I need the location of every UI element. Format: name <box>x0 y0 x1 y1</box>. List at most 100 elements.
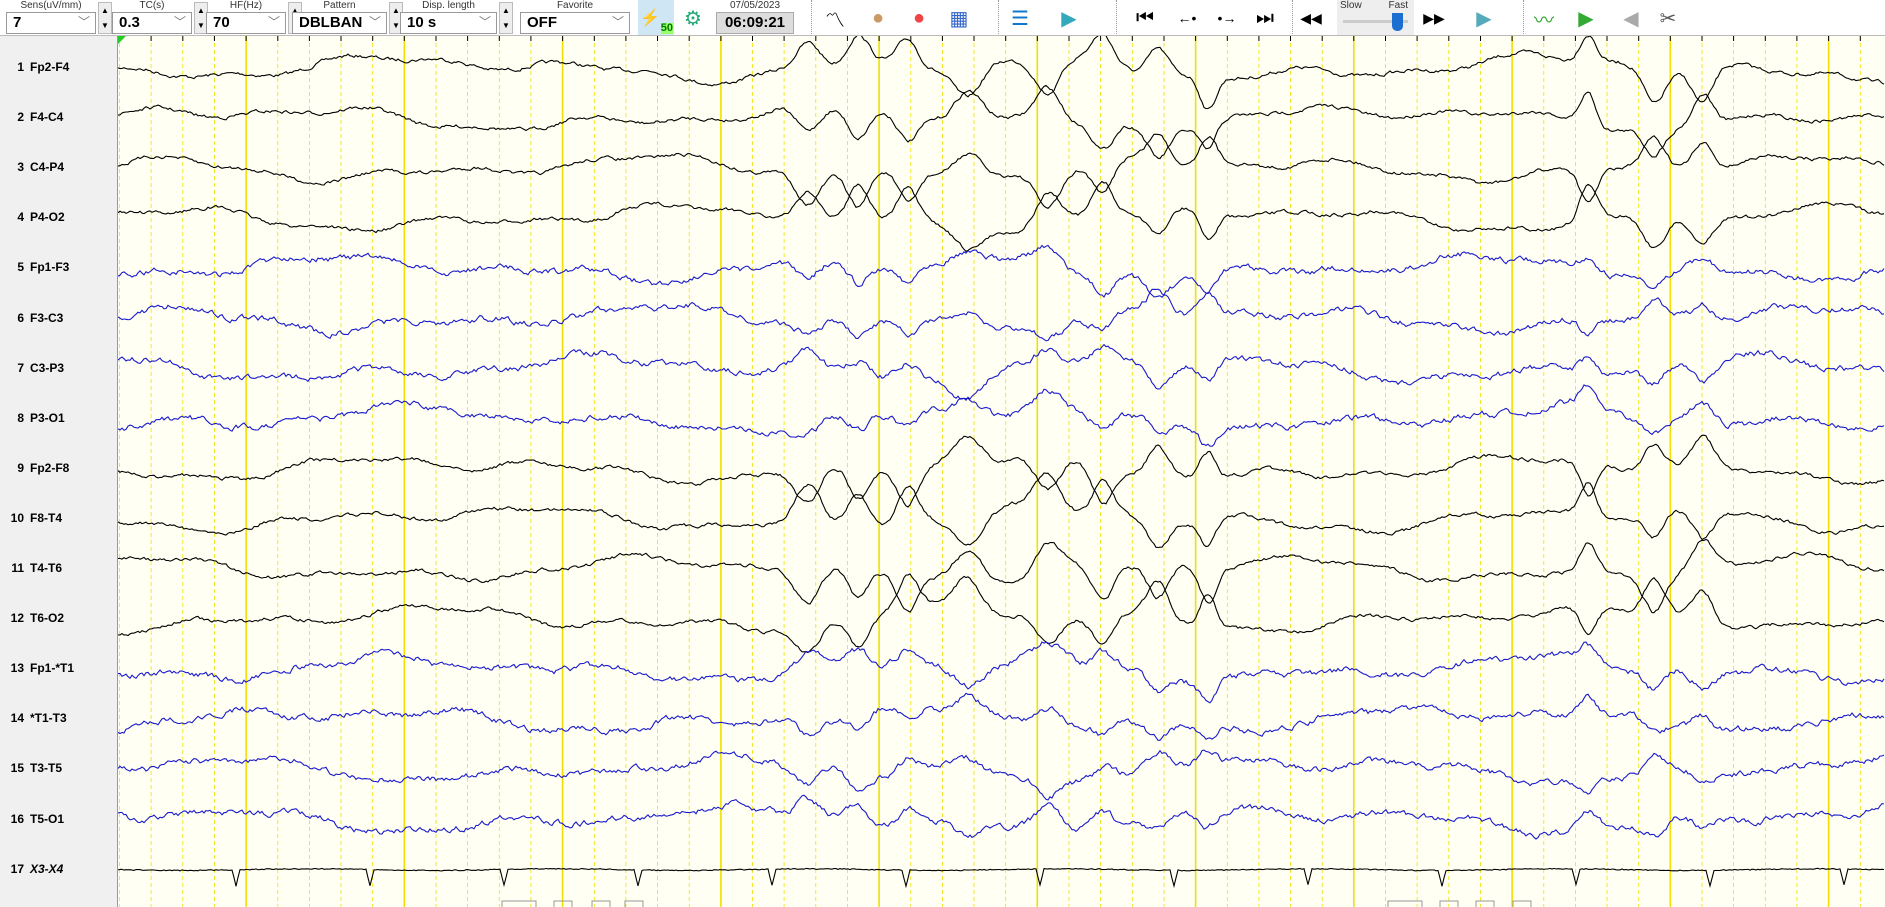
channel-number: 2 <box>17 110 24 125</box>
channel-label[interactable]: 2 F4-C4 <box>8 110 63 124</box>
prev-disabled-icon[interactable]: ◀ <box>1623 7 1639 30</box>
toolbar-separator <box>998 0 999 34</box>
step-forward-icon[interactable]: •→ <box>1217 10 1237 26</box>
event-marker <box>1387 900 1423 907</box>
channel-label-panel: 1 Fp2-F4 2 F4-C4 3 C4-P4 4 P4-O2 5 Fp1-F3 6 F3-C3 7 C… <box>0 36 118 907</box>
patient-info-icon[interactable]: ☰ <box>1011 7 1029 30</box>
rewind-icon[interactable]: ◀◀ <box>1300 9 1322 26</box>
channel-label[interactable]: 12 T6-O2 <box>8 611 64 625</box>
chevron-down-icon: ﹀ <box>368 15 381 29</box>
channel-label[interactable]: 13 Fp1-*T1 <box>8 661 74 675</box>
next-green-icon[interactable]: ▶ <box>1578 7 1594 30</box>
channel-label[interactable]: 16 T5-O1 <box>8 812 64 826</box>
favorite-select[interactable]: OFF ﹀ <box>520 12 630 34</box>
start-marker-icon <box>118 36 126 44</box>
channel-label[interactable]: 6 F3-C3 <box>8 311 63 325</box>
play-icon[interactable]: ▶ <box>1476 7 1492 30</box>
chevron-down-icon: ﹀ <box>478 15 491 29</box>
speed-slider[interactable]: Slow Fast <box>1337 0 1414 35</box>
eeg-trace <box>118 749 1885 801</box>
tc-control: TC(s) 0.3 ﹀ ▲ ▼ <box>112 0 212 35</box>
sens-select[interactable]: 7 ﹀ <box>6 12 96 34</box>
pattern-control: Pattern DBLBAN ﹀ ▲ ▼ <box>292 0 406 35</box>
eeg-trace <box>118 538 1885 614</box>
channel-number: 7 <box>17 360 24 375</box>
eeg-trace <box>118 641 1885 704</box>
eeg-trace <box>118 36 1885 110</box>
channel-name: Fp1-F3 <box>30 260 70 275</box>
eeg-traces <box>118 36 1885 907</box>
hf-control: HF(Hz) 70﹀ ▲▼ <box>206 0 306 35</box>
channel-label[interactable]: 7 C3-P3 <box>8 361 64 375</box>
slider-thumb[interactable] <box>1391 13 1403 31</box>
channel-name: T3-T5 <box>30 761 63 776</box>
channel-name: T4-T6 <box>30 561 63 575</box>
channel-name: T6-O2 <box>30 611 65 626</box>
eeg-trace <box>118 472 1885 549</box>
channel-label[interactable]: 5 Fp1-F3 <box>8 260 69 274</box>
chevron-down-icon: ﹀ <box>77 15 90 29</box>
channel-label[interactable]: 1 Fp2-F4 <box>8 60 69 74</box>
channel-number: 13 <box>10 661 24 676</box>
channel-number: 8 <box>17 410 24 425</box>
chevron-down-icon: ﹀ <box>173 15 186 29</box>
channel-number: 3 <box>17 160 24 175</box>
tc-label: TC(s) <box>139 0 165 11</box>
channel-label[interactable]: 17 X3-X4 <box>8 861 64 876</box>
eeg-trace <box>118 288 1885 342</box>
channel-label[interactable]: 14 *T1-T3 <box>8 711 67 725</box>
channel-label[interactable]: 8 P3-O1 <box>8 410 64 425</box>
electrode-settings-icon[interactable]: ⚙ <box>684 7 702 30</box>
fast-forward-icon[interactable]: ▶▶ <box>1423 9 1445 26</box>
spectrogram-icon[interactable]: ▦ <box>949 7 969 30</box>
channel-number: 17 <box>10 861 24 876</box>
hf-select[interactable]: 70 ﹀ <box>206 12 286 34</box>
pattern-spinner[interactable]: ▲ ▼ <box>389 2 403 34</box>
sens-spinner[interactable]: ▲ ▼ <box>98 2 112 34</box>
channel-label[interactable]: 11 T4-T6 <box>8 561 62 575</box>
channel-label[interactable]: 10 F8-T4 <box>8 511 62 525</box>
channel-number: 9 <box>17 460 24 475</box>
notch-filter-icon[interactable]: ⚡ 50 <box>638 0 674 35</box>
pattern-select[interactable]: DBLBAN ﹀ <box>292 12 387 34</box>
channel-label[interactable]: 15 T3-T5 <box>8 761 62 775</box>
last-page-icon[interactable]: ⏭ <box>1256 6 1274 29</box>
disp-length-select[interactable]: 10 s ﹀ <box>400 12 497 34</box>
eeg-trace-area[interactable] <box>118 36 1885 907</box>
channel-name: Fp2-F8 <box>30 460 70 475</box>
hf-label: HF(Hz) <box>229 0 263 11</box>
toolbar-separator <box>1523 0 1524 34</box>
hf-value: 70 <box>213 14 230 31</box>
eeg-trace <box>118 692 1885 741</box>
channel-label[interactable]: 9 Fp2-F8 <box>8 461 69 475</box>
sens-label: Sens(uV/mm) <box>20 0 82 11</box>
eeg-trace <box>118 573 1885 654</box>
disp-length-spinner[interactable]: ▲ ▼ <box>499 2 513 34</box>
disp-length-label: Disp. length <box>422 0 475 11</box>
tc-select[interactable]: 0.3 ﹀ <box>112 12 192 34</box>
waveform-marker-icon[interactable]: 〽 <box>825 9 845 32</box>
chevron-down-icon: ﹀ <box>611 15 624 29</box>
tc-value: 0.3 <box>119 14 140 31</box>
channel-label[interactable]: 3 C4-P4 <box>8 160 64 174</box>
channel-number: 12 <box>10 611 24 626</box>
event-marker <box>1439 900 1459 907</box>
video-icon[interactable]: ▶ <box>1061 7 1077 30</box>
eeg-trace <box>118 384 1885 447</box>
topography-icon[interactable]: ● <box>912 6 926 29</box>
channel-name: T5-O1 <box>30 811 65 826</box>
first-page-icon[interactable]: ⏮ <box>1136 6 1154 29</box>
montage-wave-icon[interactable]: 〰 <box>1534 9 1554 32</box>
channel-name: C3-P3 <box>30 360 65 375</box>
channel-label[interactable]: 4 P4-O2 <box>8 210 64 224</box>
channel-name: F4-C4 <box>30 110 64 125</box>
channel-number: 6 <box>17 310 24 325</box>
head-map-icon[interactable]: ● <box>871 6 885 29</box>
eeg-trace <box>118 244 1885 298</box>
pattern-label: Pattern <box>323 0 356 11</box>
step-back-icon[interactable]: ←• <box>1177 10 1197 26</box>
toolbar-separator <box>1292 0 1293 34</box>
slider-track <box>1343 20 1408 23</box>
clip-video-icon[interactable]: ✂ <box>1659 7 1677 30</box>
recording-time[interactable]: 06:09:21 <box>716 12 794 34</box>
